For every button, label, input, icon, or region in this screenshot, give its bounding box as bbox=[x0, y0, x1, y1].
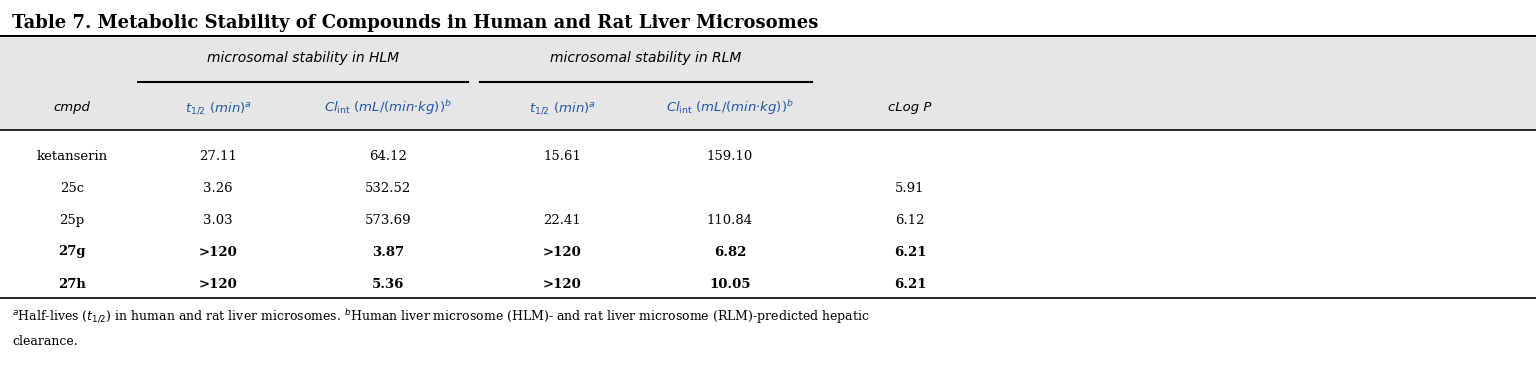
Text: 110.84: 110.84 bbox=[707, 214, 753, 227]
Text: 159.10: 159.10 bbox=[707, 149, 753, 162]
Text: cmpd: cmpd bbox=[54, 102, 91, 115]
Text: 22.41: 22.41 bbox=[544, 214, 581, 227]
Text: 6.21: 6.21 bbox=[894, 246, 926, 259]
Text: 25c: 25c bbox=[60, 181, 84, 194]
Text: $\it{Cl}_\mathregular{int}$ $\it{(mL/(min{\cdot}kg))}^{b}$: $\it{Cl}_\mathregular{int}$ $\it{(mL/(mi… bbox=[324, 99, 452, 117]
Text: 27h: 27h bbox=[58, 277, 86, 290]
Text: 532.52: 532.52 bbox=[366, 181, 412, 194]
Text: 5.36: 5.36 bbox=[372, 277, 404, 290]
Text: 5.91: 5.91 bbox=[895, 181, 925, 194]
Text: 64.12: 64.12 bbox=[369, 149, 407, 162]
Text: >120: >120 bbox=[198, 246, 238, 259]
Text: >120: >120 bbox=[542, 246, 581, 259]
Text: 6.21: 6.21 bbox=[894, 277, 926, 290]
Text: 6.12: 6.12 bbox=[895, 214, 925, 227]
Text: clearance.: clearance. bbox=[12, 335, 78, 348]
Text: >120: >120 bbox=[198, 277, 238, 290]
Text: $\it{Cl}_\mathregular{int}$ $\it{(mL/(min{\cdot}kg))}^{b}$: $\it{Cl}_\mathregular{int}$ $\it{(mL/(mi… bbox=[667, 99, 794, 117]
Text: Table 7. Metabolic Stability of Compounds in Human and Rat Liver Microsomes: Table 7. Metabolic Stability of Compound… bbox=[12, 14, 819, 32]
Text: cLog P: cLog P bbox=[888, 102, 932, 115]
Text: microsomal stability in RLM: microsomal stability in RLM bbox=[550, 51, 742, 65]
Text: ketanserin: ketanserin bbox=[37, 149, 108, 162]
Text: 10.05: 10.05 bbox=[710, 277, 751, 290]
Text: 573.69: 573.69 bbox=[364, 214, 412, 227]
Text: 3.26: 3.26 bbox=[203, 181, 233, 194]
Text: 15.61: 15.61 bbox=[544, 149, 581, 162]
Text: $^{a}$Half-lives ($\it{t}_{1/2}$) in human and rat liver microsomes. $^{b}$Human: $^{a}$Half-lives ($\it{t}_{1/2}$) in hum… bbox=[12, 308, 869, 326]
Text: 27g: 27g bbox=[58, 246, 86, 259]
Text: 27.11: 27.11 bbox=[200, 149, 237, 162]
Text: >120: >120 bbox=[542, 277, 581, 290]
Text: $\it{t}_{1/2}$ $\it{(min)}^{a}$: $\it{t}_{1/2}$ $\it{(min)}^{a}$ bbox=[184, 100, 252, 116]
Text: 6.82: 6.82 bbox=[714, 246, 746, 259]
Text: 25p: 25p bbox=[60, 214, 84, 227]
Text: microsomal stability in HLM: microsomal stability in HLM bbox=[207, 51, 399, 65]
Text: 3.87: 3.87 bbox=[372, 246, 404, 259]
Text: $\it{t}_{1/2}$ $\it{(min)}^{a}$: $\it{t}_{1/2}$ $\it{(min)}^{a}$ bbox=[528, 100, 596, 116]
Text: 3.03: 3.03 bbox=[203, 214, 233, 227]
